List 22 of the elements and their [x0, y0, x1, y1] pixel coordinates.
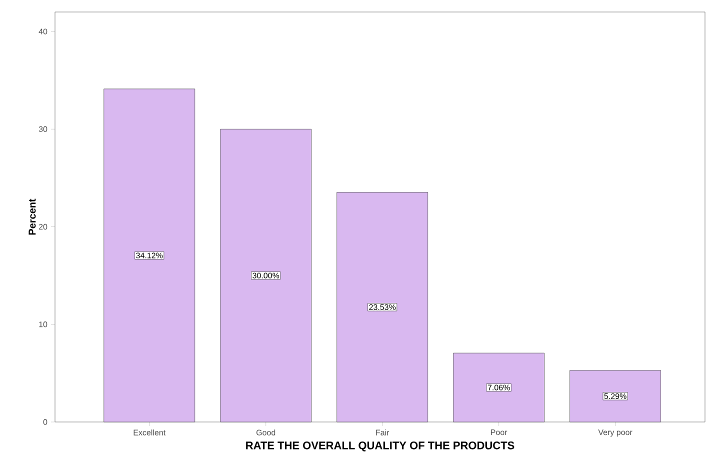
bar	[220, 128, 312, 422]
data-label: 34.12%	[136, 252, 163, 258]
x-tick-label: Good	[256, 430, 276, 436]
data-label: 30.00%	[252, 272, 280, 278]
y-tick-label: 40	[38, 28, 48, 34]
data-label: 23.53%	[369, 304, 396, 310]
y-tick-label: 20	[38, 224, 48, 230]
x-tick-label: Excellent	[134, 430, 166, 436]
bar	[336, 192, 428, 422]
y-tick-label: 10	[39, 322, 48, 328]
y-tick-label: 0	[43, 419, 48, 425]
bar	[453, 352, 545, 422]
data-label: 5.29%	[604, 393, 626, 399]
x-tick-label: Poor	[491, 430, 508, 436]
x-axis-title: RATE THE OVERALL QUALITY OF THE PRODUCTS	[246, 442, 514, 452]
bar	[104, 88, 196, 422]
data-label: 7.06%	[488, 384, 510, 390]
y-axis-title: Percent	[28, 198, 36, 235]
y-tick-label: 30	[38, 126, 48, 132]
x-tick-label: Fair	[376, 430, 390, 436]
x-tick-label: Very poor	[598, 430, 632, 437]
bar	[570, 370, 661, 422]
